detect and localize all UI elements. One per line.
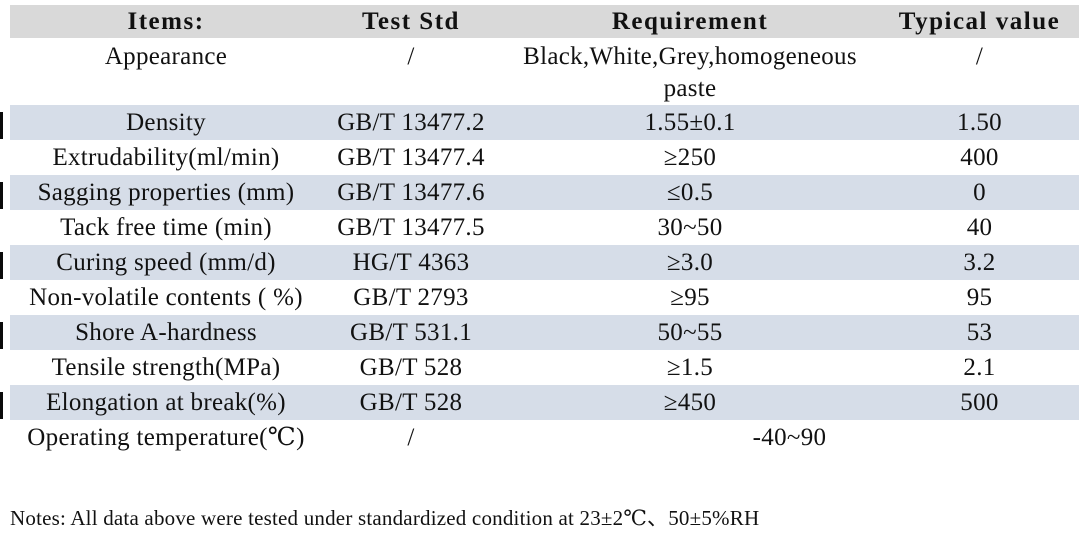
cell-typical-value: 95 bbox=[966, 283, 993, 311]
cell-test-std: GB/T 528 bbox=[359, 388, 463, 416]
table-row: Non-volatile contents ( %) GB/T 2793 ≥95… bbox=[10, 280, 1079, 315]
cell-test-std: HG/T 4363 bbox=[352, 248, 470, 276]
table-row: Elongation at break(%) GB/T 528 ≥450 500 bbox=[0, 385, 1079, 420]
cell-typical-value: 2.1 bbox=[963, 353, 996, 381]
cell-item: Shore A-hardness bbox=[0, 315, 322, 350]
table-row: Appearance / Black,White,Grey,homogeneou… bbox=[10, 38, 1079, 105]
cell-typical-value: 53 bbox=[966, 318, 993, 346]
cell-requirement: ≥95 bbox=[670, 283, 710, 311]
cell-test-std: GB/T 13477.6 bbox=[337, 178, 485, 206]
cell-item: Operating temperature(℃) bbox=[27, 423, 305, 451]
cell-typical-value: 3.2 bbox=[963, 248, 996, 276]
table-row: Tack free time (min) GB/T 13477.5 30~50 … bbox=[10, 210, 1079, 245]
cell-item: Density bbox=[0, 105, 322, 140]
cell-item: Sagging properties (mm) bbox=[0, 175, 322, 210]
table-row: Extrudability(ml/min) GB/T 13477.4 ≥250 … bbox=[10, 140, 1079, 175]
table-header-row: Items: Test Std Requirement Typical valu… bbox=[10, 5, 1079, 38]
table-row: Sagging properties (mm) GB/T 13477.6 ≤0.… bbox=[0, 175, 1079, 210]
cell-requirement: ≥450 bbox=[663, 388, 717, 416]
cell-typical-value: 0 bbox=[973, 178, 986, 206]
table-row: Density GB/T 13477.2 1.55±0.1 1.50 bbox=[0, 105, 1079, 140]
cell-item: Tensile strength(MPa) bbox=[51, 353, 281, 381]
cell-item: Non-volatile contents ( %) bbox=[29, 283, 303, 311]
table-row: Operating temperature(℃) / -40~90 bbox=[10, 420, 1079, 455]
table-row: Curing speed (mm/d) HG/T 4363 ≥3.0 3.2 bbox=[0, 245, 1079, 280]
cell-item: Appearance bbox=[104, 43, 228, 70]
cell-item: Tack free time (min) bbox=[60, 213, 272, 241]
cell-requirement: ≥1.5 bbox=[666, 353, 714, 381]
column-header-requirement: Requirement bbox=[611, 7, 769, 35]
cell-test-std: GB/T 531.1 bbox=[350, 318, 472, 346]
notes-text: Notes: All data above were tested under … bbox=[10, 506, 760, 530]
cell-test-std: GB/T 528 bbox=[359, 353, 463, 381]
cell-requirement: 50~55 bbox=[657, 318, 723, 346]
cell-requirement: ≥3.0 bbox=[666, 248, 714, 276]
cell-requirement-merged: -40~90 bbox=[752, 423, 827, 451]
cell-typical-value: 500 bbox=[960, 388, 999, 416]
table-row: Shore A-hardness GB/T 531.1 50~55 53 bbox=[0, 315, 1079, 350]
cell-test-std: GB/T 13477.5 bbox=[337, 213, 485, 241]
cell-typical-value: / bbox=[975, 43, 984, 70]
cell-test-std: GB/T 2793 bbox=[353, 283, 469, 311]
cell-typical-value: 400 bbox=[960, 143, 999, 171]
column-header-items: Items: bbox=[127, 7, 205, 35]
cell-test-std: / bbox=[407, 423, 415, 451]
cell-item: Elongation at break(%) bbox=[0, 385, 322, 420]
cell-requirement: 1.55±0.1 bbox=[644, 108, 736, 136]
cell-typical-value: 1.50 bbox=[957, 108, 1002, 136]
cell-requirement: ≤0.5 bbox=[666, 178, 714, 206]
cell-requirement: ≥250 bbox=[663, 143, 717, 171]
column-header-test-std: Test Std bbox=[362, 7, 460, 35]
cell-test-std: GB/T 13477.4 bbox=[337, 143, 485, 171]
cell-requirement: 30~50 bbox=[657, 213, 723, 241]
cell-typical-value: 40 bbox=[966, 213, 993, 241]
table-row: Tensile strength(MPa) GB/T 528 ≥1.5 2.1 bbox=[10, 350, 1079, 385]
cell-test-std: GB/T 13477.2 bbox=[337, 108, 485, 136]
spec-table: Items: Test Std Requirement Typical valu… bbox=[0, 5, 1079, 455]
cell-test-std: / bbox=[407, 43, 415, 70]
cell-item: Curing speed (mm/d) bbox=[0, 245, 322, 280]
column-header-typical-value: Typical value bbox=[898, 7, 1061, 35]
cell-item: Extrudability(ml/min) bbox=[52, 143, 280, 171]
cell-requirement: Black,White,Grey,homogeneous paste bbox=[523, 43, 857, 102]
